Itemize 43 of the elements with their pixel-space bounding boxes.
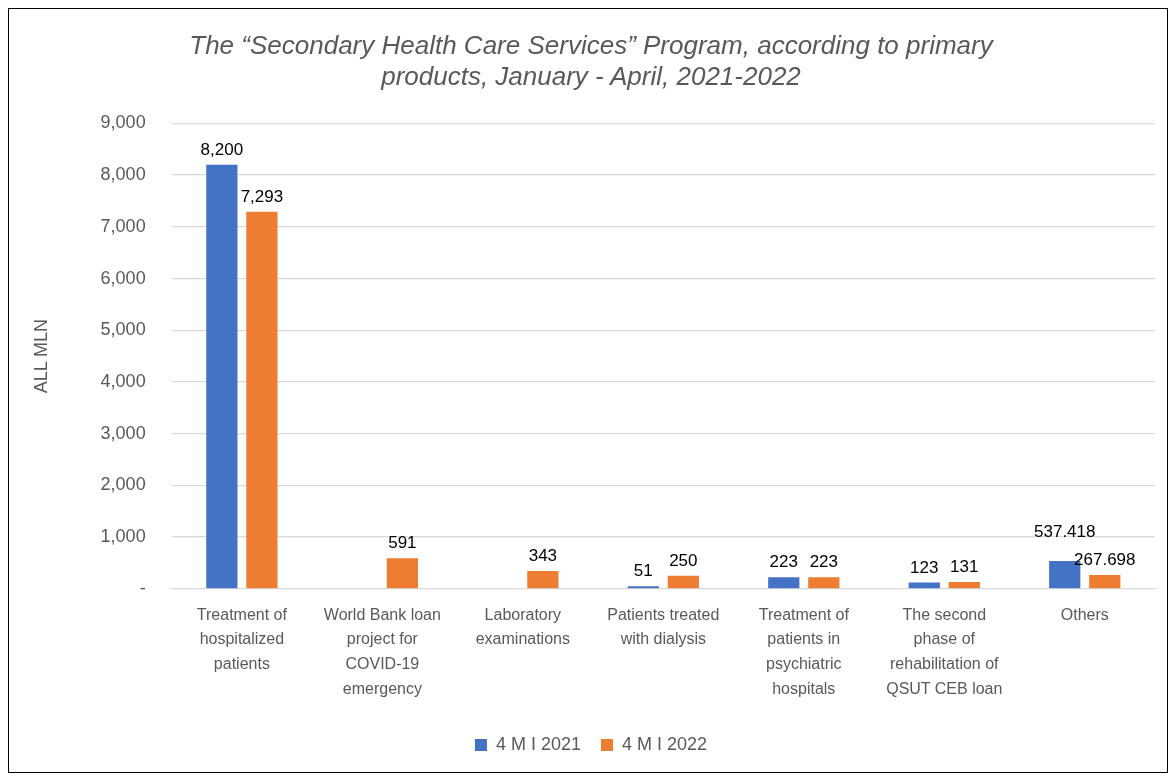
- data-label: 537.418: [1034, 522, 1096, 542]
- y-tick-label: 7,000: [100, 215, 146, 236]
- data-label: 343: [528, 546, 558, 566]
- data-label: 8,200: [200, 139, 244, 159]
- x-tick-label: Patients treated with dialysis: [607, 605, 720, 648]
- bar: [246, 211, 278, 589]
- y-tick-label: 9,000: [100, 112, 146, 133]
- bar: [1089, 574, 1121, 589]
- data-label: 51: [633, 561, 653, 581]
- bar: [908, 582, 940, 589]
- x-tick-label: Treatment of patients in psychiatric hospitals: [758, 605, 850, 698]
- bar: [667, 575, 699, 589]
- data-label: 7,293: [240, 186, 284, 206]
- x-tick-label: Others: [1060, 605, 1109, 623]
- y-axis-title: ALL MLN: [30, 318, 51, 394]
- data-label: 250: [669, 551, 698, 571]
- x-tick-label: Treatment of hospitalized patients: [196, 605, 288, 673]
- data-label: 223: [809, 552, 839, 572]
- legend-label: 4 M I 2021: [495, 733, 582, 754]
- chart-title: The “Secondary Health Care Services” Program, according to primary products, January - April, 2021-2022: [189, 29, 995, 92]
- bar: [808, 577, 840, 589]
- x-tick-label: The second phase of rehabilitation of QSUT CEB loan: [886, 605, 1003, 698]
- bar: [206, 164, 238, 589]
- data-label: 131: [950, 557, 979, 577]
- bar: [527, 571, 559, 589]
- y-tick-label: 2,000: [100, 474, 146, 495]
- y-tick-label: 3,000: [100, 422, 146, 443]
- bar: [948, 582, 980, 589]
- data-label: 123: [910, 557, 939, 577]
- x-tick-label: World Bank loan project for COVID-19 emergency: [323, 605, 441, 698]
- y-tick-label: 8,000: [100, 164, 146, 185]
- legend-label: 4 M I 2022: [622, 733, 708, 754]
- data-label: 591: [388, 533, 417, 553]
- data-label: 223: [769, 552, 798, 572]
- y-tick-label: 5,000: [100, 319, 146, 340]
- y-tick-label: 1,000: [100, 526, 146, 547]
- y-tick-label: 6,000: [100, 267, 146, 288]
- y-tick-label: 4,000: [100, 370, 146, 391]
- y-tick-label: -: [139, 577, 146, 598]
- data-label: 267.698: [1074, 550, 1136, 570]
- bar: [768, 577, 800, 589]
- x-tick-label: Laboratory examinations: [475, 605, 570, 648]
- bar: [386, 558, 418, 589]
